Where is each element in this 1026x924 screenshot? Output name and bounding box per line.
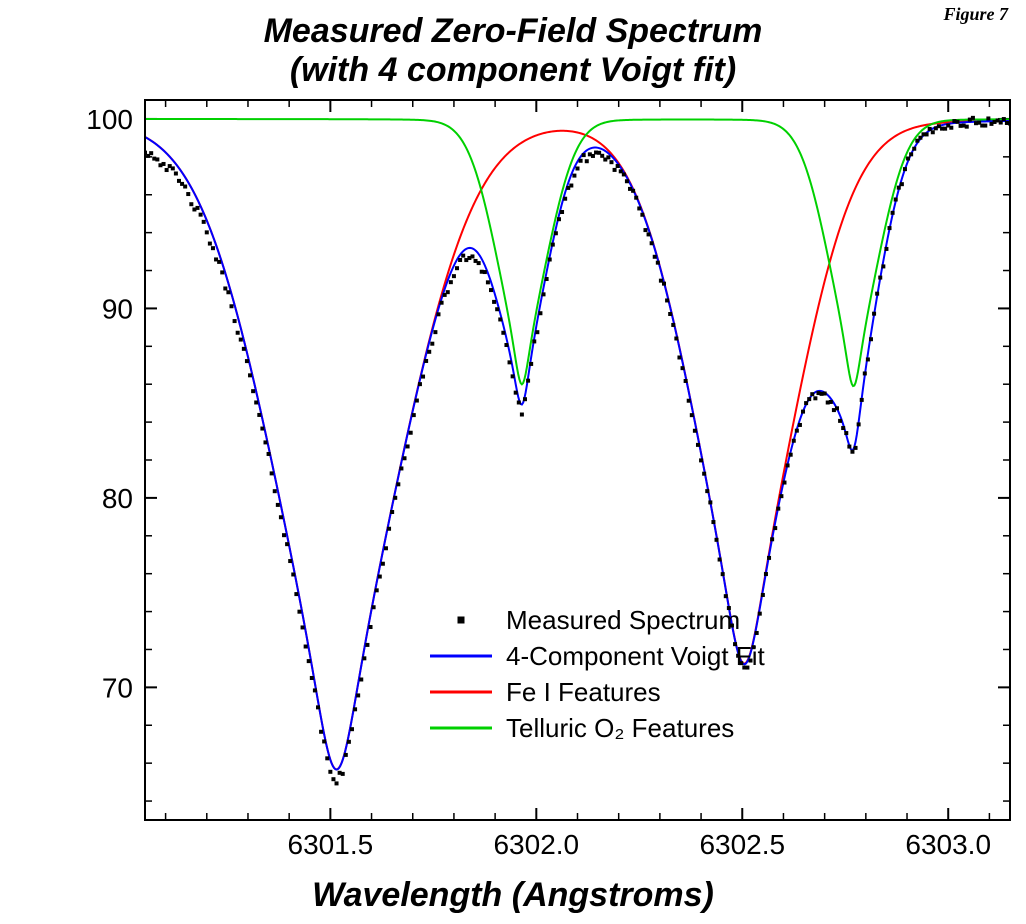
legend-label: Telluric O₂ Features [506,713,734,743]
x-tick-label: 6301.5 [288,829,374,860]
y-tick-label: 70 [102,672,133,703]
x-tick-label: 6303.0 [905,829,991,860]
y-tick-label: 90 [102,293,133,324]
x-tick-label: 6302.5 [699,829,785,860]
y-tick-label: 80 [102,483,133,514]
spectrum-chart: 6301.5 6302.0 6302.5 6303.0 70 80 90 100 Measure… [0,0,1026,924]
x-tick-label: 6302.0 [493,829,579,860]
y-tick-label: 100 [86,104,133,135]
legend-label: Measured Spectrum [506,605,740,635]
legend-label: Fe I Features [506,677,661,707]
legend-label: 4-Component Voigt Fit [506,641,765,671]
